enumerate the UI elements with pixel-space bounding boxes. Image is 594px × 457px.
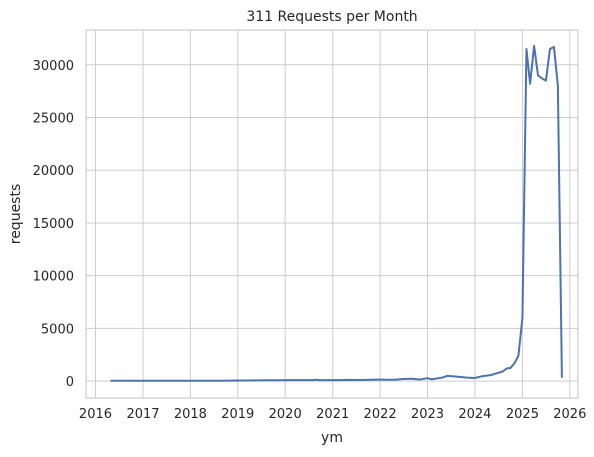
- y-tick-label: 30000: [33, 59, 74, 74]
- x-tick-label: 2024: [458, 407, 491, 422]
- x-tick-label: 2020: [269, 407, 302, 422]
- y-tick-label: 15000: [33, 217, 74, 232]
- x-tick-label: 2019: [221, 407, 254, 422]
- series-line: [110, 44, 563, 382]
- y-tick-label: 25000: [33, 112, 74, 127]
- x-tick-label: 2026: [553, 407, 586, 422]
- x-tick-label: 2016: [79, 407, 112, 422]
- series-group: [110, 44, 563, 382]
- x-gridlines: [94, 30, 571, 398]
- plot-frame: [85, 29, 579, 399]
- x-tick-label: 2023: [411, 407, 444, 422]
- y-tick-label: 10000: [33, 270, 74, 285]
- y-axis-label: requests: [8, 184, 24, 245]
- x-tick-labels: 2016 2017 2018 2019 2020 2021 2022 2023 2024 2025…: [79, 407, 586, 422]
- y-tick-labels: 0 5000 10000 15000 20000 25000 30000: [33, 59, 74, 390]
- x-tick-label: 2018: [174, 407, 207, 422]
- x-tick-label: 2025: [506, 407, 539, 422]
- x-axis-label: ym: [321, 430, 343, 446]
- x-tick-label: 2017: [126, 407, 159, 422]
- y-gridlines: [86, 64, 578, 382]
- x-tick-label: 2022: [364, 407, 397, 422]
- x-tick-label: 2021: [316, 407, 349, 422]
- y-tick-label: 5000: [41, 322, 74, 337]
- chart-title: 311 Requests per Month: [246, 9, 417, 25]
- y-tick-label: 20000: [33, 164, 74, 179]
- y-tick-label: 0: [66, 375, 74, 390]
